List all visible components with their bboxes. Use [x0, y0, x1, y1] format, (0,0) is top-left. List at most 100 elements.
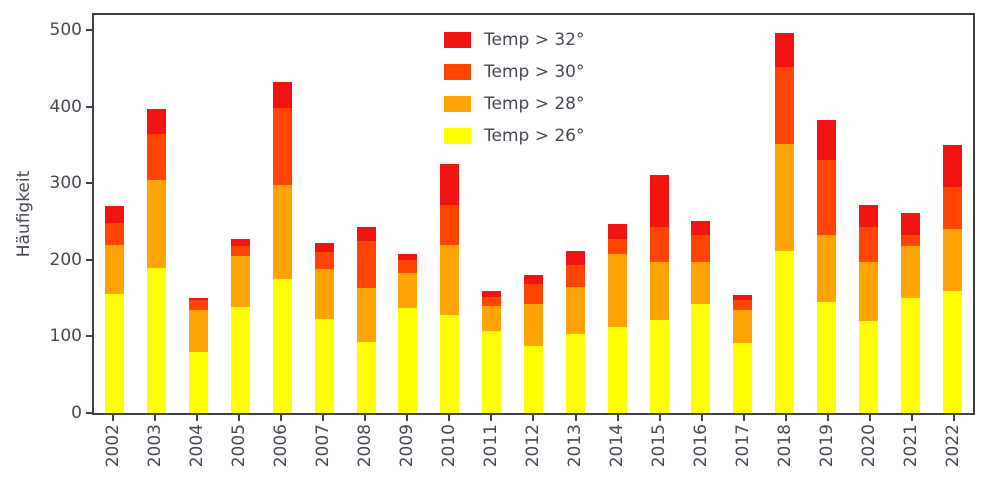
- bar-slot: [638, 15, 680, 413]
- bar-segment: [356, 227, 376, 241]
- x-label-slot: 2003: [134, 415, 176, 467]
- bar-segment: [231, 256, 250, 308]
- bar-segment: [649, 319, 669, 413]
- y-tick-label: 200: [49, 249, 82, 270]
- stacked-bar-2019: [817, 15, 837, 413]
- bar-slot: [429, 15, 471, 413]
- bar-segment: [189, 309, 209, 352]
- x-label-slot: 2009: [386, 415, 428, 467]
- stacked-bar-2015: [649, 15, 669, 413]
- x-tick-label: 2015: [649, 424, 670, 468]
- bar-segment: [691, 220, 711, 236]
- bar-segment: [147, 133, 167, 180]
- bar-segment: [398, 259, 418, 273]
- x-tick-mark: [112, 415, 115, 421]
- bar-segment: [733, 342, 753, 413]
- x-tick-label: 2013: [565, 424, 586, 468]
- legend-label: Temp > 26°: [484, 125, 585, 146]
- bar-segment: [524, 303, 544, 347]
- bar-segment: [900, 298, 920, 413]
- bar-slot: [680, 15, 722, 413]
- bar-segment: [607, 253, 627, 327]
- legend-swatch: [444, 95, 471, 112]
- x-tick-label: 2007: [312, 424, 333, 468]
- bar-segment: [105, 223, 125, 245]
- bar-segment: [231, 239, 250, 247]
- x-label-slot: 2018: [765, 415, 807, 467]
- bar-segment: [817, 119, 837, 161]
- bar-slot: [471, 15, 513, 413]
- x-tick-mark: [364, 415, 367, 421]
- bar-segment: [817, 234, 837, 303]
- y-axis-label: Häufigkeit: [14, 170, 34, 258]
- y-tick-mark: [86, 105, 92, 108]
- x-label-slot: 2015: [639, 415, 681, 467]
- x-tick-label: 2011: [480, 424, 501, 468]
- x-tick-mark: [280, 415, 283, 421]
- y-tick-mark: [86, 412, 92, 414]
- bar-segment: [942, 187, 962, 230]
- bar-segment: [314, 243, 334, 253]
- bar-segment: [105, 294, 125, 413]
- bar-segment: [398, 308, 418, 413]
- bar-segment: [691, 262, 711, 305]
- bar-segment: [607, 238, 627, 254]
- bar-slot: [178, 15, 220, 413]
- stacked-bar-2021: [900, 15, 920, 413]
- x-tick-mark: [448, 415, 451, 421]
- bar-segment: [858, 227, 878, 263]
- y-tick-mark: [86, 29, 92, 32]
- bar-slot: [303, 15, 345, 413]
- bar-segment: [900, 235, 920, 247]
- bar-slot: [261, 15, 303, 413]
- bar-segment: [942, 290, 962, 413]
- bar-segment: [440, 164, 460, 205]
- stacked-bar-2008: [356, 15, 376, 413]
- bar-slot: [554, 15, 596, 413]
- bar-segment: [314, 252, 334, 270]
- bar-slot: [764, 15, 806, 413]
- y-tick-mark: [86, 182, 92, 185]
- bar-segment: [607, 326, 627, 413]
- x-tick-label: 2022: [943, 424, 964, 468]
- bar-slot: [806, 15, 848, 413]
- x-tick-label: 2020: [859, 424, 880, 468]
- x-label-slot: 2005: [218, 415, 260, 467]
- y-tick-label: 500: [49, 20, 82, 41]
- bar-slot: [94, 15, 136, 413]
- x-label-slot: 2011: [470, 415, 512, 467]
- x-tick-label: 2003: [144, 424, 165, 468]
- x-tick-mark: [490, 415, 493, 421]
- x-tick-mark: [700, 415, 703, 421]
- x-label-slot: 2004: [176, 415, 218, 467]
- x-tick-label: 2017: [733, 424, 754, 468]
- bar-segment: [565, 334, 585, 413]
- y-tick-mark: [86, 335, 92, 338]
- x-tick-label: 2005: [228, 424, 249, 468]
- bar-slot: [513, 15, 555, 413]
- x-label-slot: 2002: [92, 415, 134, 467]
- stacked-bar-2006: [272, 15, 292, 413]
- bar-slot: [889, 15, 931, 413]
- stacked-bar-2022: [942, 15, 962, 413]
- bars-container: [94, 15, 973, 413]
- stacked-bar-2002: [105, 15, 125, 413]
- bar-segment: [440, 315, 460, 413]
- bar-segment: [272, 279, 292, 413]
- bar-segment: [482, 331, 502, 413]
- bar-segment: [147, 179, 167, 268]
- x-tick-label: 2004: [186, 424, 207, 468]
- bar-segment: [775, 143, 795, 251]
- bar-segment: [691, 235, 711, 263]
- bar-segment: [440, 244, 460, 316]
- bar-segment: [524, 274, 544, 285]
- legend-swatch: [444, 127, 471, 144]
- x-label-slot: 2010: [428, 415, 470, 467]
- x-tick-mark: [238, 415, 241, 421]
- x-tick-mark: [196, 415, 199, 421]
- bar-segment: [775, 250, 795, 413]
- stacked-bar-2016: [691, 15, 711, 413]
- bar-segment: [398, 272, 418, 309]
- x-label-slot: 2021: [891, 415, 933, 467]
- plot-area: Temp > 32° Temp > 30° Temp > 28° Temp > 26°…: [50, 13, 975, 423]
